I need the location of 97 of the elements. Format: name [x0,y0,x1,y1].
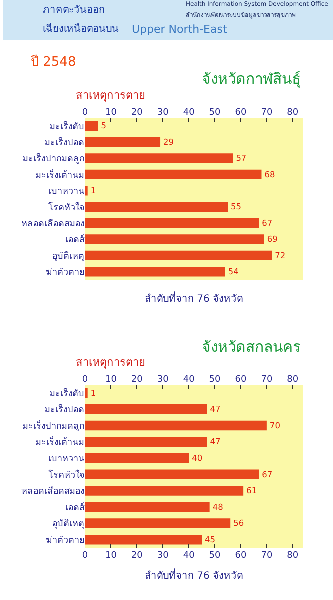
x2-tick-label: 80 [287,551,299,561]
text: เฉียงเหนือตอนบน [43,23,119,35]
y-tick-label: เอดส์ [65,501,86,514]
x2-tick-label: 20 [131,551,144,561]
y-tick-label: หลอดเลือดสมอง [21,486,84,498]
x2-tick-label: 70 [261,551,273,561]
x2-tick-label: 30 [157,108,170,118]
x2-tick-label: 80 [287,108,299,118]
bar [85,534,202,545]
bar [85,420,267,431]
bar [85,250,272,261]
y-tick-label: มะเร็งตับ [49,119,84,132]
bar [85,502,210,512]
x2-tick-label: 20 [131,108,144,118]
bar [85,170,262,180]
chart-subtitle: จังหวัดสกลนคร [202,338,301,356]
data-label: 47 [210,404,221,414]
y-tick-label: อุบัติเหตุ [52,518,84,530]
data-label: 67 [262,469,273,480]
x2-tick-label: 40 [183,108,196,118]
x-tick-label: 40 [183,375,196,386]
y-tick-label: เอดส์ [65,234,86,246]
bar [85,486,244,496]
data-label: 67 [262,218,273,228]
y-tick-label: อุบัติเหตุ [52,250,84,262]
text: ภาคตะวันออก [43,5,105,16]
x2-tick-label: 50 [209,108,222,118]
x-tick-label: 50 [209,375,222,386]
chart-subtitle: จังหวัดกาฬสินธุ์ [202,70,301,89]
x-axis-title: ลำดับที่จาก 76 จังหวัด [145,568,244,582]
y-axis-title: สาเหตุการตาย [76,89,145,102]
x-tick-label: 20 [131,375,144,386]
x2-tick-label: 60 [235,108,247,118]
bar [85,437,208,447]
text: Upper North-East [132,23,228,36]
y-tick-label: เบาหวาน [48,454,84,464]
x2-tick-label: 10 [105,108,118,118]
data-label: 45 [205,534,216,544]
bar [85,218,260,228]
bar [85,121,98,131]
data-label: 47 [210,436,221,447]
bar [85,137,161,148]
x-tick-label: 70 [261,375,273,386]
y-tick-label: หลอดเลือดสมอง [21,218,84,230]
data-label: 72 [275,250,286,260]
y-tick-label: มะเร็งเต้านม [35,168,84,181]
data-label: 40 [192,452,203,463]
data-label: 55 [231,202,242,212]
data-label: 68 [264,169,276,180]
bar [85,154,234,164]
data-label: 54 [228,266,239,277]
x2-tick-label: 40 [183,551,196,561]
x-tick-label: 10 [105,375,118,386]
x-tick-label: 80 [287,375,299,386]
y-tick-label: เบาหวาน [48,187,84,198]
bar [85,453,190,464]
y-tick-label: ฆ่าตัวตาย [45,536,84,546]
bar [85,234,264,244]
x2-tick-label: 60 [235,551,247,561]
data-label: 57 [236,153,247,164]
x2-tick-label: 50 [209,551,222,561]
y-axis-title: สาเหตุการตาย [76,356,145,369]
y-tick-label: มะเร็งปอด [44,402,84,416]
x2-tick-label: 10 [105,551,118,561]
x-tick-label: 60 [235,375,247,386]
y-tick-label: มะเร็งปากมดลูก [22,152,84,165]
y-tick-label: มะเร็งปอด [44,135,84,148]
x2-tick-label: 0 [82,551,88,561]
bar [85,470,260,480]
bar [85,186,88,196]
y-tick-label: ฆ่าตัวตาย [45,268,84,278]
y-tick-label: โรคหัวใจ [48,470,84,481]
bar [85,404,208,414]
data-label: 1 [90,388,96,398]
bar [85,202,228,212]
x-tick-label: 30 [157,375,170,386]
x2-tick-label: 70 [261,108,273,118]
x-tick-label: 0 [82,375,88,386]
x-axis-title: ลำดับที่จาก 76 จังหวัด [145,291,244,305]
x2-tick-label: 0 [82,108,88,118]
y-tick-label: มะเร็งเต้านม [35,435,84,448]
data-label: 61 [246,486,258,496]
data-label: 29 [164,136,174,147]
data-label: 1 [90,186,96,196]
y-tick-label: โรคหัวใจ [48,202,84,214]
x2-tick-label: 30 [157,551,170,561]
bar [85,518,231,528]
data-label: 5 [101,120,106,131]
bar [85,388,88,398]
bar [85,267,226,277]
chart-title: ปี 2548 [30,54,76,70]
data-label: 70 [270,420,280,430]
data-label: 48 [212,502,224,512]
data-label: 56 [234,518,244,528]
y-tick-label: มะเร็งตับ [49,386,84,400]
y-tick-label: มะเร็งปากมดลูก [22,418,84,432]
data-label: 69 [267,234,278,244]
